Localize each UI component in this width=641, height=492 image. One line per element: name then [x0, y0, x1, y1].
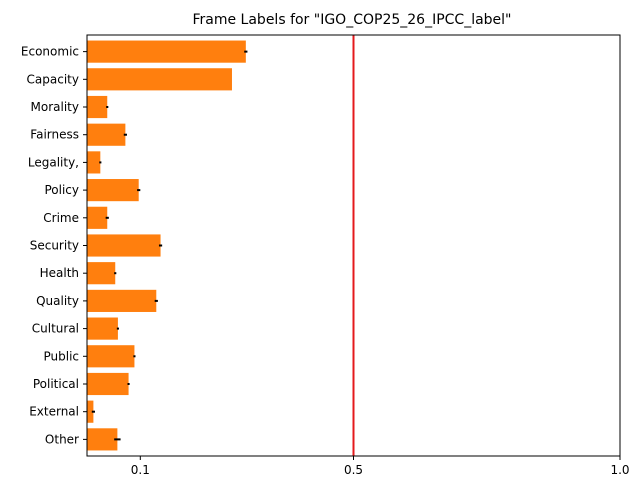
y-tick-label: Political: [33, 377, 79, 391]
bar-crime: [87, 206, 108, 229]
y-tick-label: External: [29, 405, 79, 419]
bars-layer: [87, 40, 246, 451]
y-tick-label: Public: [43, 349, 79, 363]
y-tick-label: Capacity: [27, 72, 79, 86]
y-tick-label: Fairness: [30, 128, 79, 142]
y-tick-label: Economic: [21, 45, 79, 59]
y-tick-label: Morality: [31, 100, 79, 114]
y-tick-label: Cultural: [32, 322, 79, 336]
y-axis-ticks: Economic Capacity Morality Fairness Legality…: [21, 45, 87, 446]
bar-legality: [87, 151, 101, 174]
bar-political: [87, 372, 129, 396]
bar-fairness: [87, 123, 126, 146]
y-tick-label: Health: [40, 266, 79, 280]
y-tick-label: Crime: [43, 211, 79, 225]
bar-security: [87, 234, 161, 257]
plot-area-frame: [86, 34, 621, 457]
bar-economic: [87, 40, 246, 63]
y-tick-label: Other: [45, 432, 79, 446]
chart-title: Frame Labels for "IGO_COP25_26_IPCC_labe…: [192, 12, 511, 28]
bar-cultural: [87, 317, 118, 340]
bar-public: [87, 345, 135, 368]
bar-other: [87, 428, 118, 451]
y-tick-label: Legality,: [28, 155, 79, 169]
bar-quality: [87, 289, 157, 312]
y-tick-label: Policy: [44, 183, 79, 197]
x-tick-label: 0.5: [344, 463, 363, 477]
bar-external: [87, 400, 94, 423]
x-tick-label: 1.0: [610, 463, 629, 477]
x-tick-label: 0.1: [131, 463, 150, 477]
bar-capacity: [87, 68, 232, 91]
error-bars-layer: [91, 50, 248, 441]
y-tick-label: Quality: [36, 294, 79, 308]
x-axis-ticks: 0.1 0.5 1.0: [131, 456, 630, 477]
y-tick-label: Security: [30, 239, 79, 253]
bar-policy: [87, 179, 139, 202]
bar-morality: [87, 95, 108, 119]
bar-health: [87, 262, 116, 285]
